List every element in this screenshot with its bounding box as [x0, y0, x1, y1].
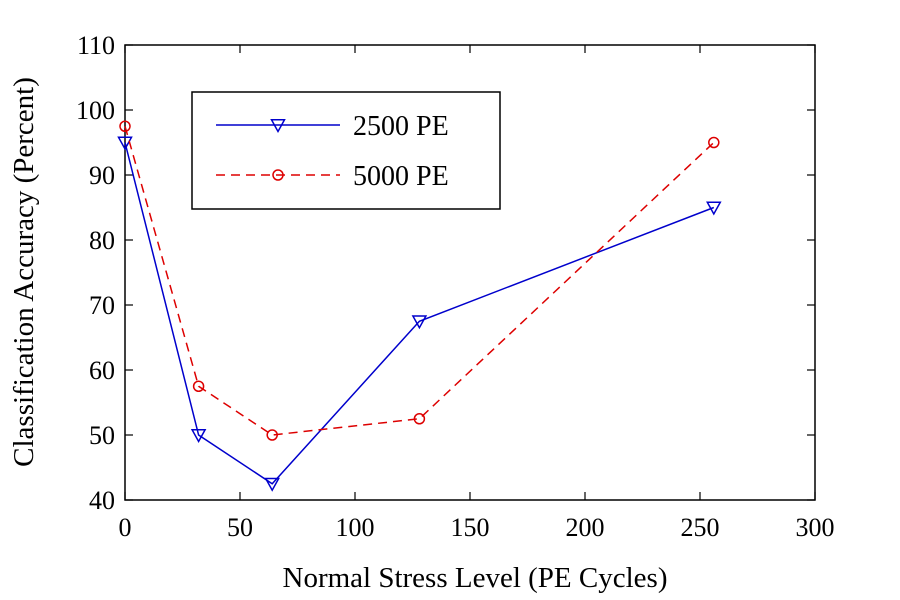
data-point: [119, 120, 131, 132]
series-1: [117, 136, 722, 492]
x-tick-label: 100: [336, 513, 375, 542]
legend-label: 2500 PE: [353, 111, 449, 142]
y-tick-label: 100: [76, 96, 115, 125]
legend-label: 5000 PE: [353, 161, 449, 192]
legend-entry: 5000 PE: [216, 161, 449, 192]
y-tick-label: 70: [89, 291, 115, 320]
x-tick-label: 250: [681, 513, 720, 542]
axis-ticks: 0 50 100 150 200 250 300 40 50 60 70 80 90 100 110: [76, 31, 835, 542]
data-point: [411, 315, 428, 330]
y-tick-label: 60: [89, 356, 115, 385]
series-line: [124, 142, 715, 485]
x-tick-label: 50: [227, 513, 253, 542]
x-tick-label: 0: [119, 513, 132, 542]
data-point: [192, 380, 205, 392]
y-tick-label: 110: [77, 31, 115, 60]
series-line: [124, 126, 715, 436]
x-axis-label: Normal Stress Level (PE Cycles): [283, 562, 668, 594]
y-tick-label: 90: [89, 161, 115, 190]
data-point: [706, 201, 722, 216]
y-tick-label: 40: [89, 486, 115, 515]
legend-entry: 2500 PE: [216, 111, 449, 142]
x-tick-label: 300: [796, 513, 835, 542]
data-point: [190, 429, 207, 444]
data-point: [117, 136, 133, 151]
y-tick-label: 50: [89, 421, 115, 450]
data-point: [413, 413, 426, 425]
legend: 2500 PE 5000 PE: [191, 91, 501, 210]
x-tick-label: 150: [451, 513, 490, 542]
legend-marker: [270, 119, 286, 134]
series-layer: [117, 120, 722, 492]
series-2: [119, 120, 720, 441]
legend-box: [191, 91, 501, 210]
y-tick-label: 80: [89, 226, 115, 255]
data-point: [266, 429, 278, 441]
data-point: [264, 477, 280, 492]
data-point: [708, 136, 720, 149]
x-tick-label: 200: [566, 513, 605, 542]
legend-marker: [272, 169, 284, 181]
y-axis-label: Classification Accuracy (Percent): [8, 77, 40, 467]
